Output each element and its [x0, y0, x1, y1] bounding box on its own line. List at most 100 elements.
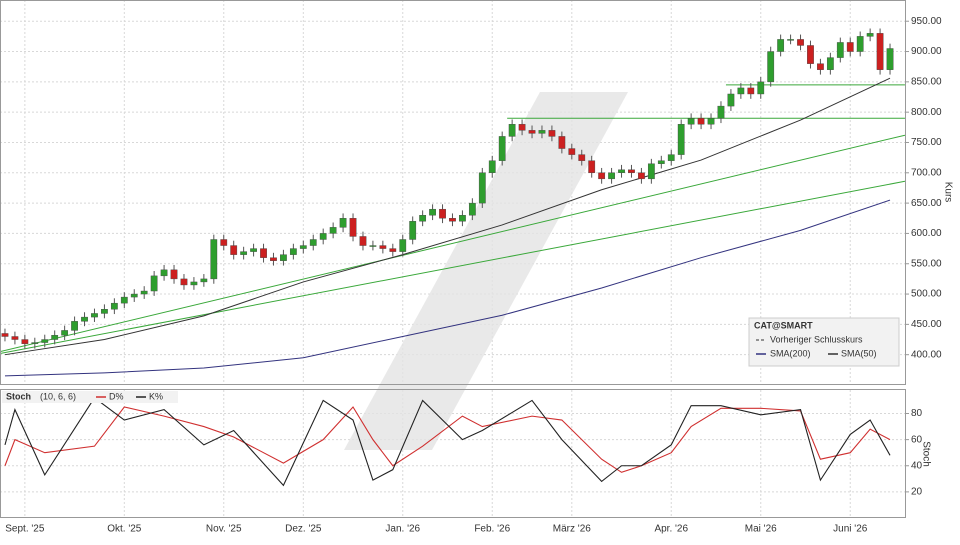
candle-body	[777, 39, 785, 52]
candle-body	[11, 336, 19, 340]
candle-body	[230, 245, 238, 255]
legend-label: SMA(200)	[770, 348, 811, 358]
candle-body	[667, 154, 675, 161]
candle-body	[548, 130, 556, 137]
y-tick-label: 700.00	[911, 167, 942, 178]
candle-body	[280, 254, 287, 261]
candle-body	[588, 160, 596, 173]
y-tick-label: 400.00	[911, 349, 942, 360]
candle-body	[359, 236, 367, 246]
y-tick-label: 60	[911, 434, 923, 445]
legend-label: D%	[109, 391, 124, 401]
y-tick-label: 20	[911, 487, 923, 498]
y-axis-label: Stoch	[920, 441, 931, 467]
y-axis-label: Kurs	[942, 182, 953, 203]
candle-body	[618, 169, 625, 173]
candle-body	[419, 215, 427, 222]
candle-body	[737, 87, 745, 95]
candle-body	[91, 313, 98, 318]
candle-body	[81, 316, 88, 322]
candle-body	[568, 148, 576, 155]
candle-body	[866, 33, 874, 37]
candle-body	[817, 63, 824, 70]
y-tick-label: 450.00	[911, 319, 942, 330]
candle-body	[439, 208, 446, 219]
candle-body	[41, 339, 49, 343]
line	[4, 406, 891, 473]
x-tick-label: Jan. '26	[385, 524, 420, 535]
candle-body	[339, 218, 347, 228]
candle-body	[697, 118, 705, 125]
candle-body	[160, 269, 168, 277]
y-tick-label: 550.00	[911, 258, 942, 269]
candle-body	[309, 239, 317, 246]
candle-body	[71, 321, 78, 331]
x-tick-label: Feb. '26	[474, 524, 510, 535]
y-tick-label: 750.00	[911, 137, 942, 148]
candle-body	[598, 172, 606, 180]
candle-body	[687, 118, 695, 125]
candle-body	[220, 239, 228, 246]
candle-body	[319, 233, 327, 240]
candle-body	[459, 215, 466, 222]
stoch-legend: Stoch (10, 6, 6) D% K%	[2, 391, 178, 403]
candle-body	[190, 281, 198, 286]
candle-body	[647, 163, 655, 180]
x-tick-label: Apr. '26	[654, 524, 688, 535]
candle-body	[180, 278, 188, 286]
candle-body	[846, 42, 854, 52]
legend-label: Vorheriger Schlusskurs	[770, 334, 863, 344]
x-tick-label: März '26	[553, 524, 591, 535]
candle-body	[140, 290, 148, 295]
x-tick-label: Okt. '25	[107, 524, 142, 535]
candle-body	[1, 333, 9, 337]
candle-body	[856, 36, 864, 52]
y-tick-label: 800.00	[911, 107, 942, 118]
candle-body	[51, 335, 59, 340]
candle-body	[240, 251, 248, 255]
candle-body	[876, 33, 884, 70]
legend-title: CAT@SMART	[754, 320, 813, 330]
stoch-legend-box	[2, 391, 178, 403]
candle-body	[379, 245, 387, 249]
candle-body	[797, 39, 804, 46]
candle-body	[538, 130, 546, 134]
y-tick-label: 80	[911, 408, 923, 419]
candle-body	[429, 208, 436, 216]
candle-body	[488, 160, 496, 173]
candle-body	[299, 245, 307, 249]
candle-body	[558, 136, 566, 149]
candle-body	[528, 130, 536, 134]
candle-body	[677, 124, 685, 155]
candle-body	[498, 136, 506, 161]
stoch-title: Stoch	[6, 391, 31, 401]
candle-body	[747, 87, 755, 95]
candle-body	[250, 248, 257, 252]
stoch-params: (10, 6, 6)	[40, 391, 76, 401]
y-tick-label: 600.00	[911, 228, 942, 239]
candle-body	[886, 48, 894, 70]
candle-body	[657, 160, 665, 164]
main-frame	[0, 0, 906, 385]
candle-body	[399, 239, 407, 252]
stoch-frame	[0, 389, 906, 518]
legend-box	[748, 317, 900, 367]
candle-body	[508, 124, 516, 137]
candle-body	[120, 296, 128, 304]
candle-body	[468, 202, 476, 216]
candle-body	[61, 330, 69, 336]
candle-body	[826, 57, 834, 70]
candle-body	[608, 172, 615, 180]
candle-body	[31, 342, 39, 344]
candle-body	[757, 81, 765, 95]
candle-body	[389, 248, 397, 252]
candle-body	[449, 218, 456, 222]
candle-body	[110, 302, 118, 310]
candle-body	[270, 257, 277, 261]
candle-body	[170, 269, 178, 280]
legend-label: SMA(50)	[841, 348, 877, 358]
legend: CAT@SMART Vorheriger Schlusskurs SMA(200…	[748, 317, 900, 367]
candle-body	[727, 93, 735, 107]
candle-body	[807, 45, 814, 64]
candle-body	[260, 248, 267, 258]
